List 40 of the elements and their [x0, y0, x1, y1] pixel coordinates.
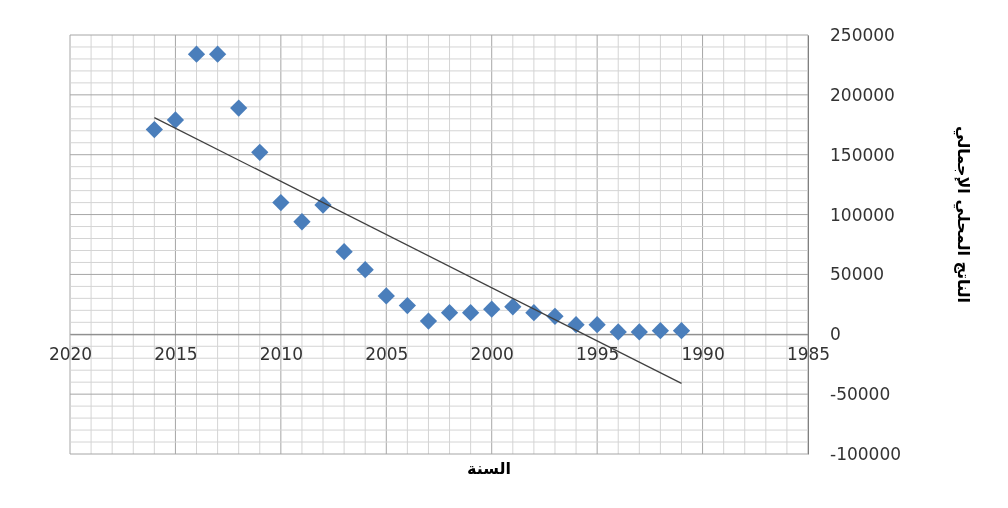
point: [293, 213, 311, 231]
point: [208, 45, 227, 63]
point: [398, 296, 416, 315]
x-tick-label: 2020: [48, 344, 93, 365]
point: [440, 304, 459, 322]
point: [504, 298, 522, 316]
y-tick-label: 50000: [830, 264, 885, 285]
y-tick-label: 100000: [830, 204, 895, 225]
point: [335, 243, 353, 261]
point: [630, 323, 648, 341]
point: [187, 45, 206, 63]
y-tick-label: -100000: [830, 443, 902, 464]
point: [230, 99, 248, 117]
x-tick-label: 2005: [365, 344, 409, 365]
y-tick-label: 0: [830, 324, 841, 345]
x-axis-title: السنة: [466, 459, 512, 478]
point: [272, 193, 290, 212]
point: [251, 143, 269, 161]
y-tick-label: -50000: [830, 384, 891, 405]
point: [588, 316, 606, 334]
point: [609, 323, 627, 341]
point: [462, 304, 480, 322]
point: [672, 322, 691, 340]
point: [145, 120, 163, 139]
point: [651, 322, 670, 340]
point: [483, 300, 501, 318]
x-tick-label: 2000: [470, 344, 514, 365]
point: [356, 261, 374, 279]
point: [377, 287, 395, 305]
x-tick-label: 1990: [681, 344, 725, 365]
y-tick-label: 200000: [830, 84, 895, 105]
point: [525, 304, 543, 322]
x-tick-label: 2010: [259, 344, 303, 365]
y-axis-title: الناتج المحلي الإجمالي: [953, 125, 973, 304]
y-tick-label: 250000: [830, 24, 895, 45]
point: [419, 312, 438, 330]
x-tick-label: 1995: [576, 344, 620, 365]
x-tick-label: 2015: [154, 344, 198, 365]
point: [166, 111, 185, 129]
y-tick-label: 150000: [830, 144, 895, 165]
